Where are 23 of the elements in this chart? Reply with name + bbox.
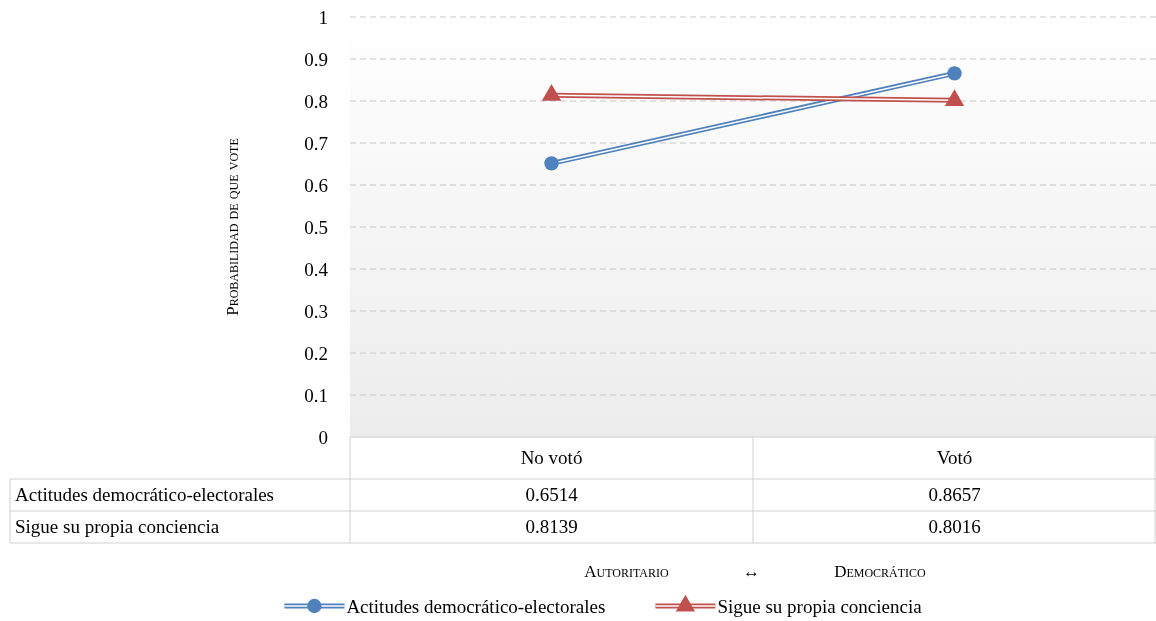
legend-label: Sigue su propia conciencia	[717, 596, 923, 617]
y-tick-label: 0.8	[304, 90, 328, 112]
text: Sigue su propia conciencia	[15, 516, 220, 537]
x-tick-label: No votó	[520, 447, 583, 468]
data-label: 0.6514	[525, 484, 579, 505]
legend-label: Actitudes democrático-electorales	[346, 596, 606, 617]
y-tick-label: 0	[318, 426, 328, 448]
y-tick-label: 0.1	[304, 384, 328, 406]
y-axis-title: Probabilidad de que vote	[223, 138, 242, 316]
text: Actitudes democrático-electorales	[15, 484, 275, 505]
y-tick-label: 0.4	[304, 258, 329, 280]
data-label: 0.8139	[525, 516, 578, 537]
y-tick-label: 0.5	[304, 216, 328, 238]
data-label: 0.8016	[928, 516, 981, 537]
y-tick-label: 0.3	[304, 300, 328, 322]
y-tick-label: 1	[318, 6, 328, 28]
y-tick-label: 0.2	[304, 342, 328, 364]
data-label: 0.8657	[928, 484, 981, 505]
text: Autoritario ↔ Democrático	[584, 562, 927, 581]
y-tick-label: 0.9	[304, 48, 328, 70]
y-tick-label: 0.6	[304, 174, 328, 196]
y-tick-label: 0.7	[304, 132, 328, 154]
x-tick-label: Votó	[936, 447, 973, 468]
